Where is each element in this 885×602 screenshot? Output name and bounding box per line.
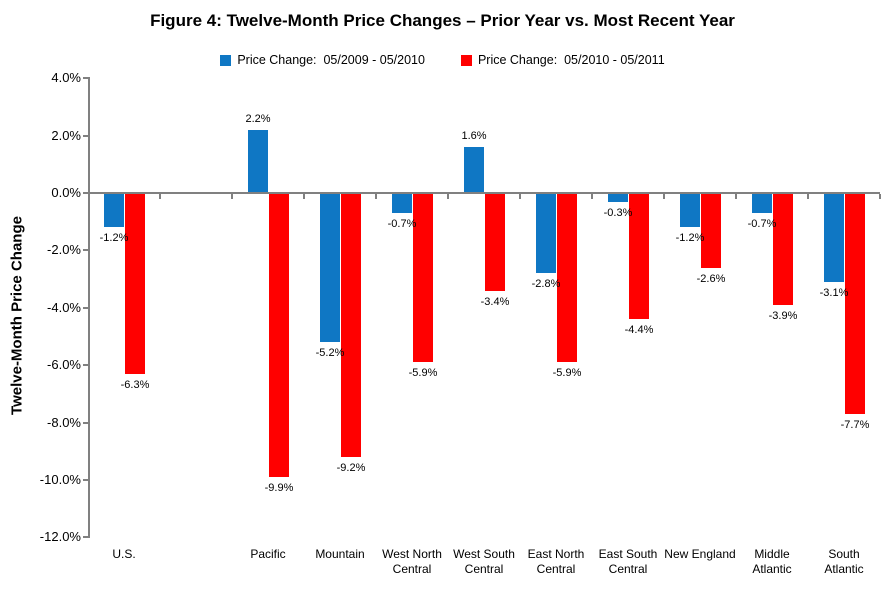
y-tick-mark <box>83 135 88 137</box>
x-category-label: New England <box>664 547 736 561</box>
bar-value-label: -7.7% <box>840 419 870 431</box>
bar-prior-west-south-central <box>464 147 484 192</box>
y-tick-mark <box>83 77 88 79</box>
bar-recent-east-south-central <box>629 194 649 319</box>
x-category-label: Middle Atlantic <box>752 547 792 576</box>
bar-value-label: -4.4% <box>624 324 654 336</box>
bar-value-label: -3.9% <box>768 310 798 322</box>
bar-prior-west-north-central <box>392 194 412 213</box>
bar-prior-pacific <box>248 130 268 192</box>
x-tick-mark <box>447 194 449 199</box>
legend-swatch-red-icon <box>460 54 472 66</box>
x-tick-mark <box>735 194 737 199</box>
bar-value-label: -5.9% <box>552 367 582 379</box>
bar-prior-south-atlantic <box>824 194 844 282</box>
bar-value-label: -2.6% <box>696 273 726 285</box>
chart-title: Figure 4: Twelve-Month Price Changes – P… <box>150 11 735 30</box>
x-category-label: U.S. <box>112 547 136 561</box>
bar-value-label: -2.8% <box>531 278 561 290</box>
y-tick-mark <box>83 192 88 194</box>
legend-item-recent-year: Price Change: 05/2010 - 05/2011 <box>460 53 665 67</box>
x-tick-mark <box>591 194 593 199</box>
bar-recent-mountain <box>341 194 361 457</box>
bar-recent-east-north-central <box>557 194 577 362</box>
x-tick-mark <box>879 194 881 199</box>
x-category-label: West South Central <box>453 547 515 576</box>
x-tick-mark <box>231 194 233 199</box>
bar-value-label: -3.4% <box>480 296 510 308</box>
zero-line <box>88 192 880 194</box>
y-tick-label: -10.0% <box>39 472 81 487</box>
x-category-label: East South Central <box>598 547 658 576</box>
legend-label-prior-year: Price Change: 05/2009 - 05/2010 <box>237 53 425 67</box>
y-tick-label: -6.0% <box>47 357 81 372</box>
bar-recent-south-atlantic <box>845 194 865 414</box>
legend: Price Change: 05/2009 - 05/2010 Price Ch… <box>0 53 885 67</box>
y-tick-mark <box>83 364 88 366</box>
x-tick-mark <box>519 194 521 199</box>
bar-value-label: -3.1% <box>819 287 849 299</box>
y-tick-label: -2.0% <box>47 242 81 257</box>
bar-value-label: -9.2% <box>336 462 366 474</box>
y-tick-label: 4.0% <box>51 70 81 85</box>
y-tick-label: -12.0% <box>39 529 81 544</box>
x-tick-mark <box>375 194 377 199</box>
x-tick-mark <box>663 194 665 199</box>
y-tick-mark <box>83 249 88 251</box>
bar-value-label: -9.9% <box>264 482 294 494</box>
bar-value-label: 2.2% <box>245 113 271 125</box>
y-tick-mark <box>83 536 88 538</box>
legend-label-recent-year: Price Change: 05/2010 - 05/2011 <box>477 53 665 67</box>
bar-recent-new-england <box>701 194 721 268</box>
bar-prior-u-s- <box>104 194 124 227</box>
x-category-label: South Atlantic <box>824 547 864 576</box>
bar-value-label: 1.6% <box>461 130 487 142</box>
y-tick-label: 2.0% <box>51 128 81 143</box>
y-tick-mark <box>83 422 88 424</box>
y-tick-mark <box>83 479 88 481</box>
bar-recent-pacific <box>269 194 289 477</box>
bar-value-label: -1.2% <box>99 232 129 244</box>
legend-item-prior-year: Price Change: 05/2009 - 05/2010 <box>220 53 425 67</box>
y-tick-label: -4.0% <box>47 300 81 315</box>
bar-value-label: -0.7% <box>747 218 777 230</box>
bar-recent-west-north-central <box>413 194 433 362</box>
x-category-label: Mountain <box>315 547 365 561</box>
x-tick-mark <box>303 194 305 199</box>
y-axis-line <box>88 77 90 539</box>
bar-prior-east-south-central <box>608 194 628 202</box>
bar-prior-middle-atlantic <box>752 194 772 213</box>
legend-swatch-blue-icon <box>220 54 232 66</box>
y-tick-mark <box>83 307 88 309</box>
x-category-label: East North Central <box>527 547 585 576</box>
bar-prior-mountain <box>320 194 340 342</box>
bar-value-label: -0.3% <box>603 207 633 219</box>
x-tick-mark <box>159 194 161 199</box>
bar-value-label: -0.7% <box>387 218 417 230</box>
bar-value-label: -6.3% <box>120 379 150 391</box>
x-category-label: West North Central <box>382 547 442 576</box>
bar-value-label: -5.2% <box>315 347 345 359</box>
bar-value-label: -1.2% <box>675 232 705 244</box>
bar-prior-east-north-central <box>536 194 556 273</box>
bar-recent-middle-atlantic <box>773 194 793 305</box>
bar-recent-west-south-central <box>485 194 505 291</box>
x-category-label: Pacific <box>250 547 286 561</box>
x-tick-mark <box>807 194 809 199</box>
bar-recent-u-s- <box>125 194 145 374</box>
bar-prior-new-england <box>680 194 700 227</box>
bar-value-label: -5.9% <box>408 367 438 379</box>
y-tick-label: -8.0% <box>47 415 81 430</box>
y-tick-label: 0.0% <box>51 185 81 200</box>
